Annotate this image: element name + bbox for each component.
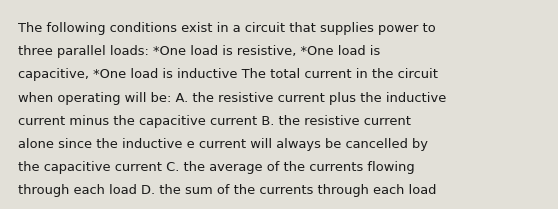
Text: three parallel loads: *One load is resistive, *One load is: three parallel loads: *One load is resis…: [18, 45, 380, 58]
Text: The following conditions exist in a circuit that supplies power to: The following conditions exist in a circ…: [18, 22, 436, 35]
Text: through each load D. the sum of the currents through each load: through each load D. the sum of the curr…: [18, 184, 436, 197]
Text: when operating will be: A. the resistive current plus the inductive: when operating will be: A. the resistive…: [18, 92, 446, 104]
Text: alone since the inductive e current will always be cancelled by: alone since the inductive e current will…: [18, 138, 428, 151]
Text: current minus the capacitive current B. the resistive current: current minus the capacitive current B. …: [18, 115, 411, 128]
Text: the capacitive current C. the average of the currents flowing: the capacitive current C. the average of…: [18, 161, 415, 174]
Text: capacitive, *One load is inductive The total current in the circuit: capacitive, *One load is inductive The t…: [18, 68, 438, 81]
